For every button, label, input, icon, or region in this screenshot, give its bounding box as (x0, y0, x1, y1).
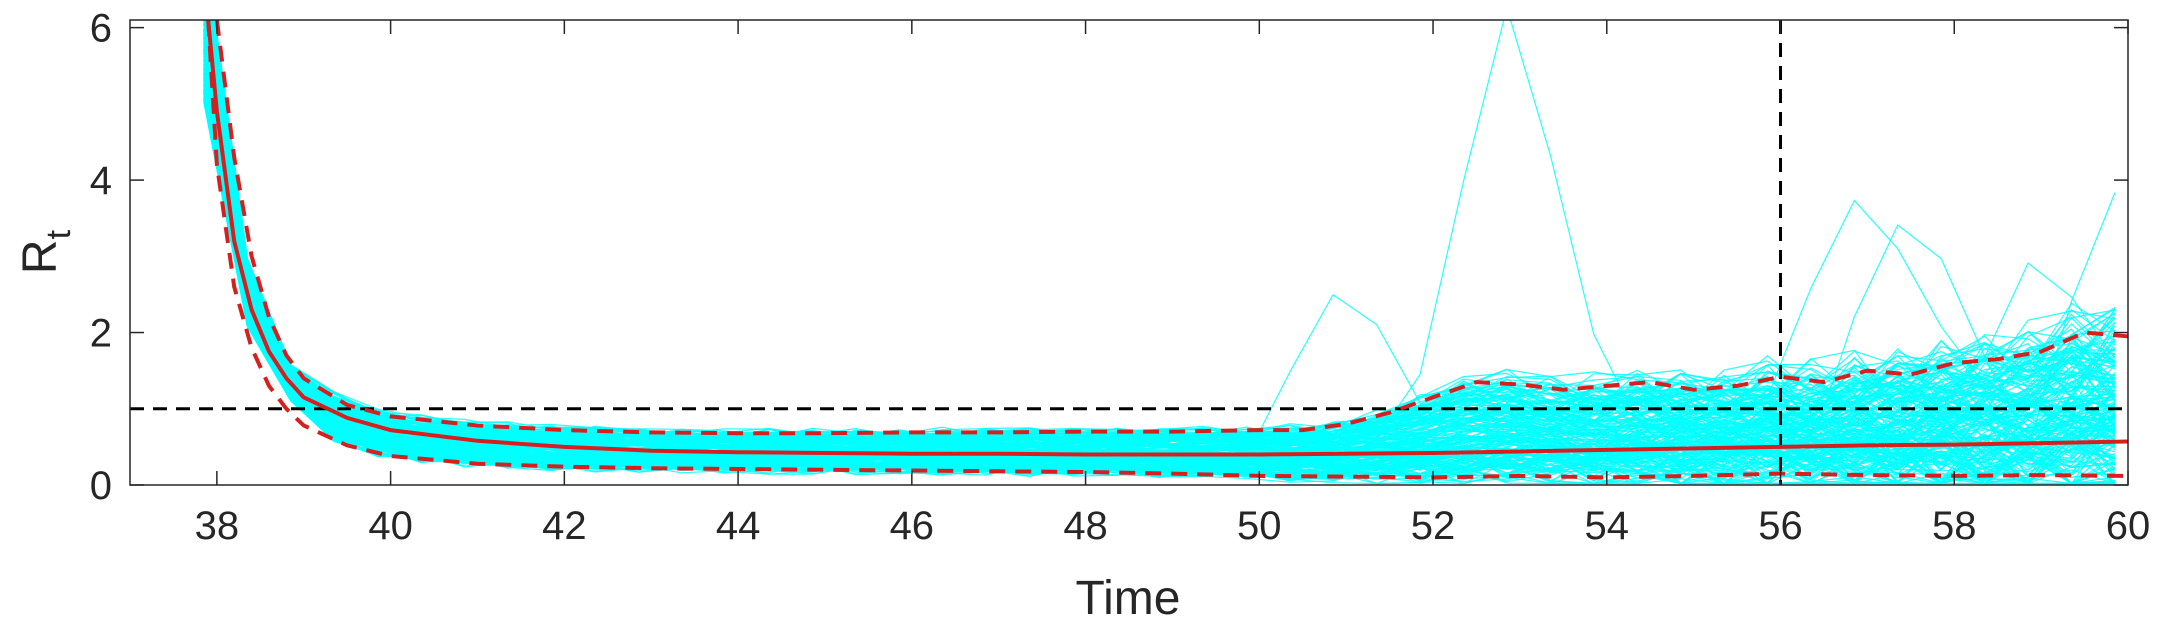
x-axis-label: Time (1076, 572, 1181, 625)
reference-lines (130, 20, 2128, 485)
sample-line (205, 20, 2116, 454)
x-tick-label: 42 (542, 504, 587, 548)
x-tick-label: 48 (1063, 504, 1108, 548)
x-tick-label: 58 (1932, 504, 1977, 548)
x-tick-label: 52 (1411, 504, 1456, 548)
bound-line (214, 20, 2128, 436)
sample-line (203, 29, 2116, 460)
y-tick-label: 6 (90, 7, 112, 51)
sample-line (211, 20, 2116, 443)
sample-line (207, 20, 2116, 452)
svg-text:Rt: Rt (14, 229, 78, 274)
x-tick-label: 44 (716, 504, 761, 548)
x-tick-label: 56 (1758, 504, 1803, 548)
x-tick-label: 60 (2106, 504, 2151, 548)
x-tick-label: 50 (1237, 504, 1282, 548)
sample-line (203, 67, 2116, 485)
sample-line (213, 20, 2116, 440)
y-axis-label-main: R (14, 239, 67, 274)
x-tick-label: 54 (1585, 504, 1630, 548)
y-axis-label-subscript: t (40, 229, 78, 239)
bound-line (206, 20, 2128, 480)
mean-line (206, 20, 2128, 457)
y-tick-label: 4 (90, 159, 112, 203)
y-tick-label: 2 (90, 312, 112, 356)
y-tick-label: 0 (90, 464, 112, 508)
summary-series (206, 20, 2128, 480)
x-tick-label: 46 (890, 504, 935, 548)
plot-frame (129, 19, 2129, 486)
sample-line (203, 29, 2116, 462)
sample-line (203, 100, 2116, 485)
y-axis-ticks: 0 2 4 6 (90, 7, 2128, 508)
x-axis-ticks: 38 40 42 44 46 48 50 52 54 56 58 60 (195, 20, 2151, 548)
x-tick-label: 40 (368, 504, 413, 548)
x-tick-label: 38 (195, 504, 240, 548)
y-axis-label: Rt (14, 229, 78, 274)
sample-line (209, 20, 2116, 448)
